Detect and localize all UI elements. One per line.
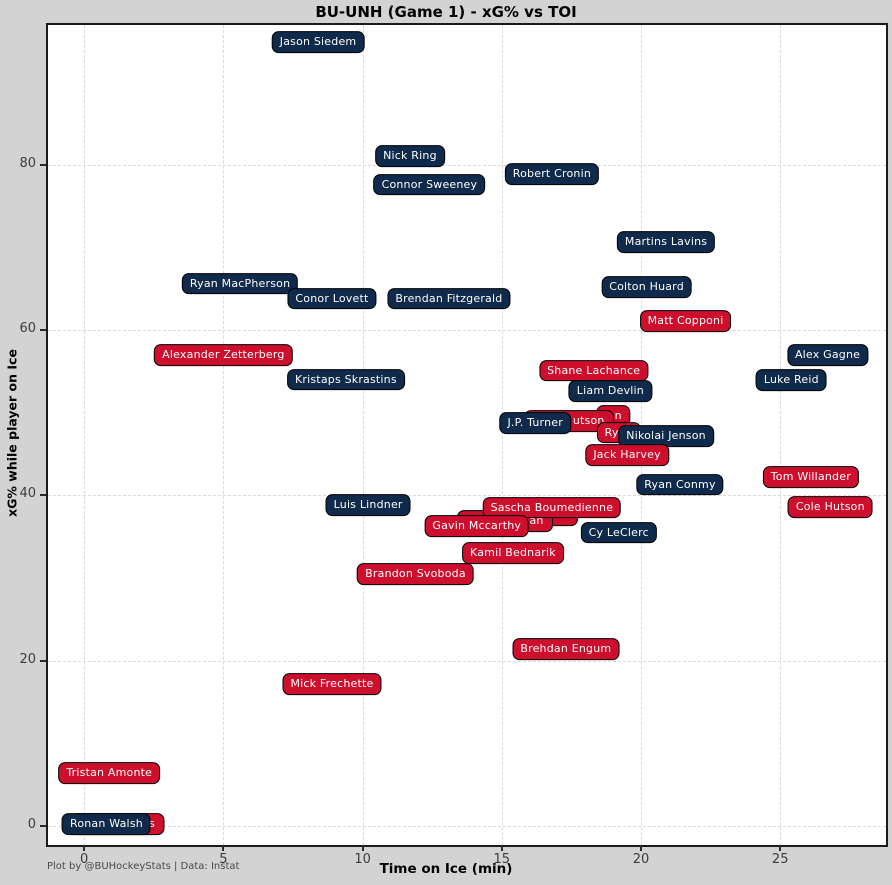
- gridline-horizontal: [48, 825, 886, 827]
- gridline-vertical: [501, 25, 503, 845]
- x-tick-label: 10: [354, 852, 371, 867]
- label-nikolai-jenson: Nikolai Jenson: [618, 424, 714, 447]
- gridline-horizontal: [48, 495, 886, 497]
- label-cole-hutson: Cole Hutson: [787, 496, 873, 518]
- y-tick-label: 40: [19, 486, 36, 502]
- label-luis-lindner: Luis Lindner: [325, 494, 411, 517]
- label-nick-ring: Nick Ring: [375, 145, 445, 168]
- x-tick-mark: [500, 845, 503, 851]
- y-tick-label: 60: [19, 321, 36, 337]
- x-tick-label: 0: [80, 852, 89, 867]
- label-brehdan-engum: Brehdan Engum: [512, 638, 620, 660]
- label-matt-copponi: Matt Copponi: [639, 310, 732, 332]
- label-shane-lachance: Shane Lachance: [539, 359, 649, 382]
- gridline-horizontal: [48, 330, 886, 332]
- label-brendan-fitzgerald: Brendan Fitzgerald: [387, 287, 511, 310]
- x-tick-label: 5: [219, 852, 228, 867]
- x-tick-label: 25: [771, 852, 789, 867]
- label-martins-lavins: Martins Lavins: [616, 231, 716, 254]
- gridline-vertical: [223, 25, 225, 845]
- y-tick-mark: [40, 659, 46, 662]
- y-tick-label: 20: [19, 651, 36, 667]
- label-gavin-mccarthy: Gavin Mccarthy: [424, 515, 530, 537]
- label-colton-huard: Colton Huard: [601, 276, 692, 298]
- x-tick-mark: [640, 845, 642, 851]
- label-ronan-walsh: Ronan Walsh: [61, 813, 151, 836]
- label-tristan-amonte: Tristan Amonte: [58, 762, 161, 784]
- label-luke-reid: Luke Reid: [755, 369, 827, 392]
- label-jp-turner: J.P. Turner: [499, 412, 571, 435]
- x-tick-label: 20: [632, 852, 650, 867]
- gridline-horizontal: [48, 164, 886, 166]
- chart-title: BU-UNH (Game 1) - xG% vs TOI: [315, 3, 577, 21]
- y-tick-label: 80: [19, 155, 36, 171]
- y-tick-label: 0: [27, 816, 36, 832]
- label-jason-siedem: Jason Siedem: [271, 31, 365, 54]
- x-tick-mark: [361, 845, 364, 851]
- gridline-vertical: [780, 25, 782, 845]
- x-tick-mark: [222, 845, 225, 851]
- y-tick-mark: [40, 329, 46, 332]
- label-liam-devlin: Liam Devlin: [568, 380, 652, 403]
- label-cy-leclerc: Cy LeClerc: [580, 521, 657, 544]
- label-conor-lovett: Conor Lovett: [287, 287, 377, 310]
- label-connor-sweeney: Connor Sweeney: [373, 173, 486, 196]
- y-tick-mark: [40, 824, 46, 827]
- label-kristaps-skrastins: Kristaps Skrastins: [286, 368, 405, 391]
- gridline-horizontal: [48, 660, 886, 662]
- label-alexander-zetterberg: Alexander Zetterberg: [154, 343, 293, 366]
- label-ryan-macpherson: Ryan MacPherson: [181, 272, 299, 295]
- label-robert-cronin: Robert Cronin: [504, 162, 600, 185]
- label-sascha-boumedienne: Sascha Boumedienne: [482, 496, 622, 519]
- x-tick-mark: [83, 845, 86, 851]
- x-axis-label: Time on Ice (min): [379, 861, 513, 877]
- x-tick-label: 15: [493, 852, 511, 867]
- y-tick-mark: [40, 163, 46, 166]
- label-mick-frechette: Mick Frechette: [282, 672, 382, 695]
- label-jack-harvey: Jack Harvey: [585, 443, 669, 466]
- label-brandon-svoboda: Brandon Svoboda: [357, 562, 474, 585]
- gridline-vertical: [84, 25, 86, 845]
- x-tick-mark: [779, 845, 782, 851]
- label-tom-willander: Tom Willander: [762, 466, 859, 489]
- footer-credit: Plot by @BUHockeyStats | Data: Instat: [47, 861, 240, 872]
- label-alex-gagne: Alex Gagne: [786, 343, 869, 366]
- gridline-vertical: [362, 25, 364, 845]
- label-kamil-bednarik: Kamil Bednarik: [462, 542, 564, 565]
- plot-area: lanutsonJ.P. TurnerRyanNikolai Jensonies…: [46, 23, 888, 847]
- label-ryan-conmy: Ryan Conmy: [636, 473, 724, 496]
- y-tick-mark: [40, 494, 46, 497]
